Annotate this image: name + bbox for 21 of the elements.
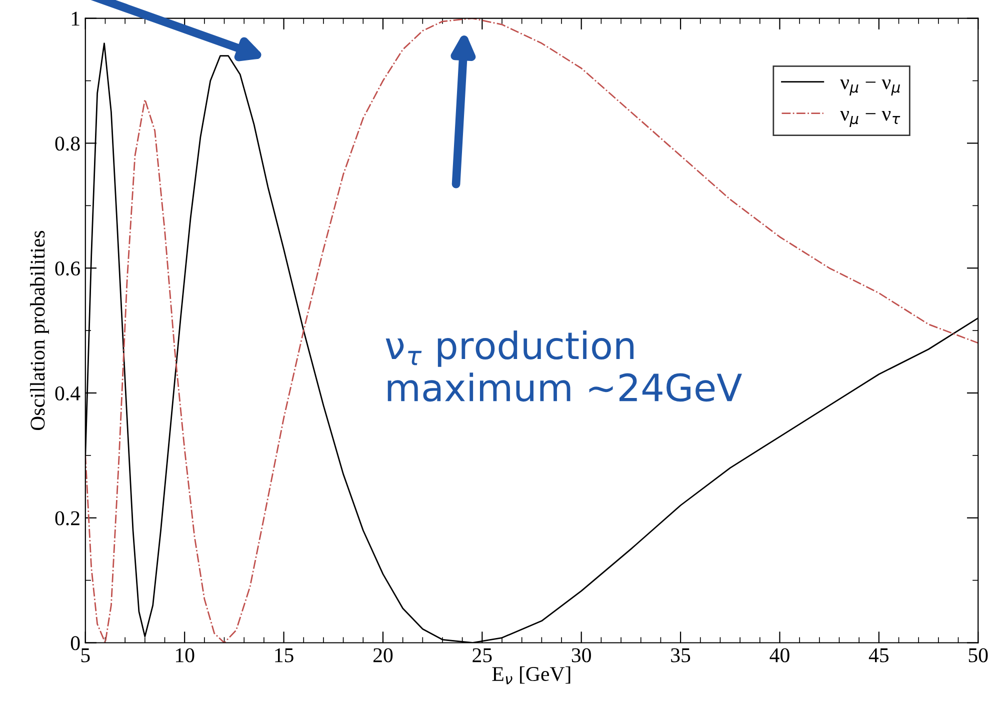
y-tick-label: 0 (70, 636, 80, 650)
y-tick-label: 0.4 (55, 386, 80, 400)
y-tick-label: 0.6 (55, 261, 80, 276)
legend-label: ν$_{μ}$ − ν$_{τ}$ (840, 110, 900, 127)
y-tick-label: 1 (72, 12, 80, 26)
x-tick-label: 30 (572, 648, 591, 662)
x-tick-label: 35 (671, 648, 690, 662)
x-tick-label: 40 (770, 648, 790, 662)
x-tick-label: 25 (472, 648, 492, 662)
x-tick-label: 20 (373, 648, 393, 662)
x-tick-label: 10 (176, 648, 194, 662)
y-axis-title: Oscillation probabilities (30, 230, 49, 430)
x-tick-label: 5 (81, 648, 90, 662)
annotation: ν$_{τ}$ production maximum ~24GeV (386, 330, 742, 402)
y-tick-label: 0.2 (55, 511, 80, 526)
x-tick-label: 45 (868, 648, 889, 662)
legend-label: ν$_{μ}$ − ν$_{μ}$ (840, 80, 900, 96)
x-tick-label: 15 (275, 648, 294, 662)
x-axis-title: E$_{ν}$ [GeV] (492, 666, 570, 684)
y-tick-label: 0.8 (55, 136, 80, 151)
x-tick-label: 50 (968, 648, 988, 662)
